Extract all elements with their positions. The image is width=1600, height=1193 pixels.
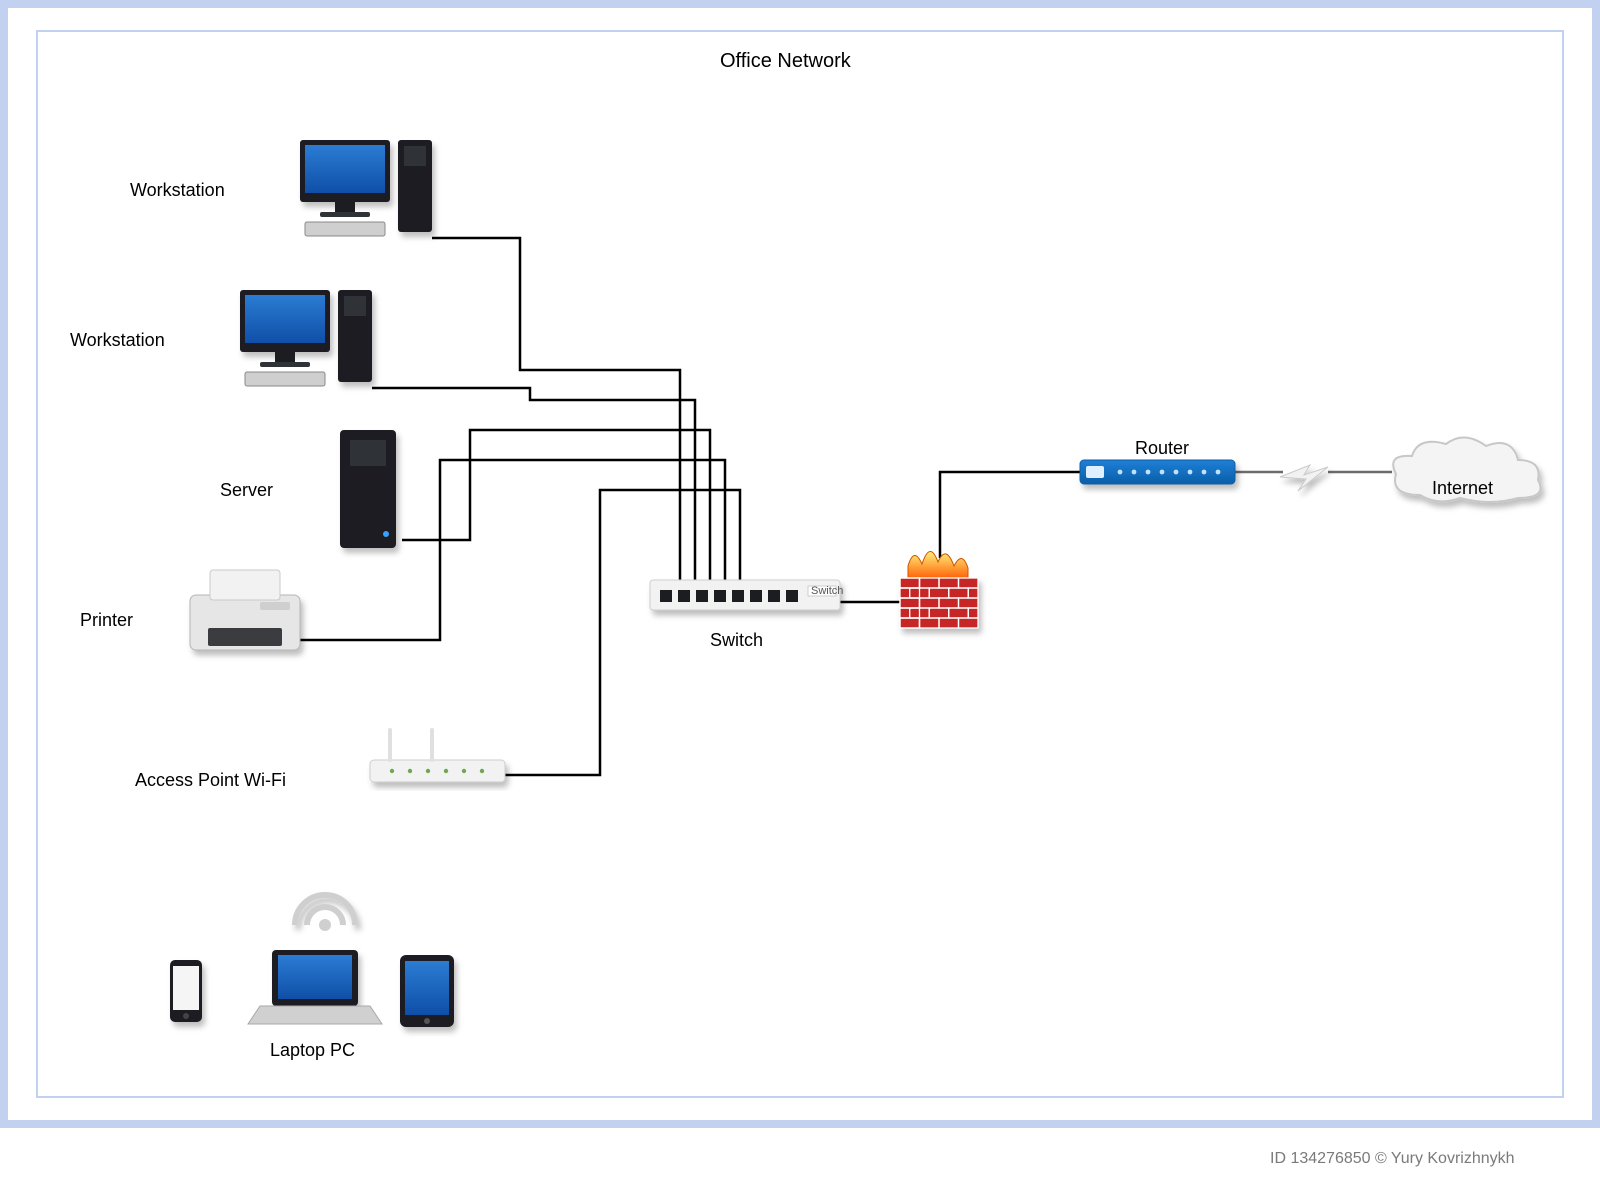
network-canvas: Switch xyxy=(0,0,1600,1193)
label-cloud: Internet xyxy=(1432,478,1493,499)
node-fw xyxy=(900,551,978,628)
node-laptop xyxy=(248,950,382,1024)
node-prn xyxy=(190,570,300,650)
label-ws1: Workstation xyxy=(130,180,225,201)
node-rtr xyxy=(1080,460,1235,484)
label-prn: Printer xyxy=(80,610,133,631)
label-srv: Server xyxy=(220,480,273,501)
label-rtr: Router xyxy=(1135,438,1189,459)
node-tablet xyxy=(400,955,454,1027)
node-ws2 xyxy=(240,290,372,386)
label-ws2: Workstation xyxy=(70,330,165,351)
edge-srv-sw xyxy=(402,430,710,580)
node-srv xyxy=(340,430,396,548)
label-sw: Switch xyxy=(710,630,763,651)
node-phone xyxy=(170,960,202,1022)
node-wifi xyxy=(295,895,355,931)
edge-ap-sw xyxy=(505,490,740,775)
image-credit: ID 134276850 © Yury Kovrizhnykh xyxy=(1270,1150,1515,1168)
edge-ws2-sw xyxy=(372,388,695,580)
edge-fw-rtr xyxy=(940,472,1082,558)
node-sw: Switch xyxy=(650,580,843,610)
label-ap: Access Point Wi-Fi xyxy=(135,770,286,791)
node-bolt xyxy=(1280,465,1328,491)
label-laptop: Laptop PC xyxy=(270,1040,355,1061)
node-ap xyxy=(370,728,505,782)
node-ws1 xyxy=(300,140,432,236)
svg-text:Switch: Switch xyxy=(811,585,843,597)
